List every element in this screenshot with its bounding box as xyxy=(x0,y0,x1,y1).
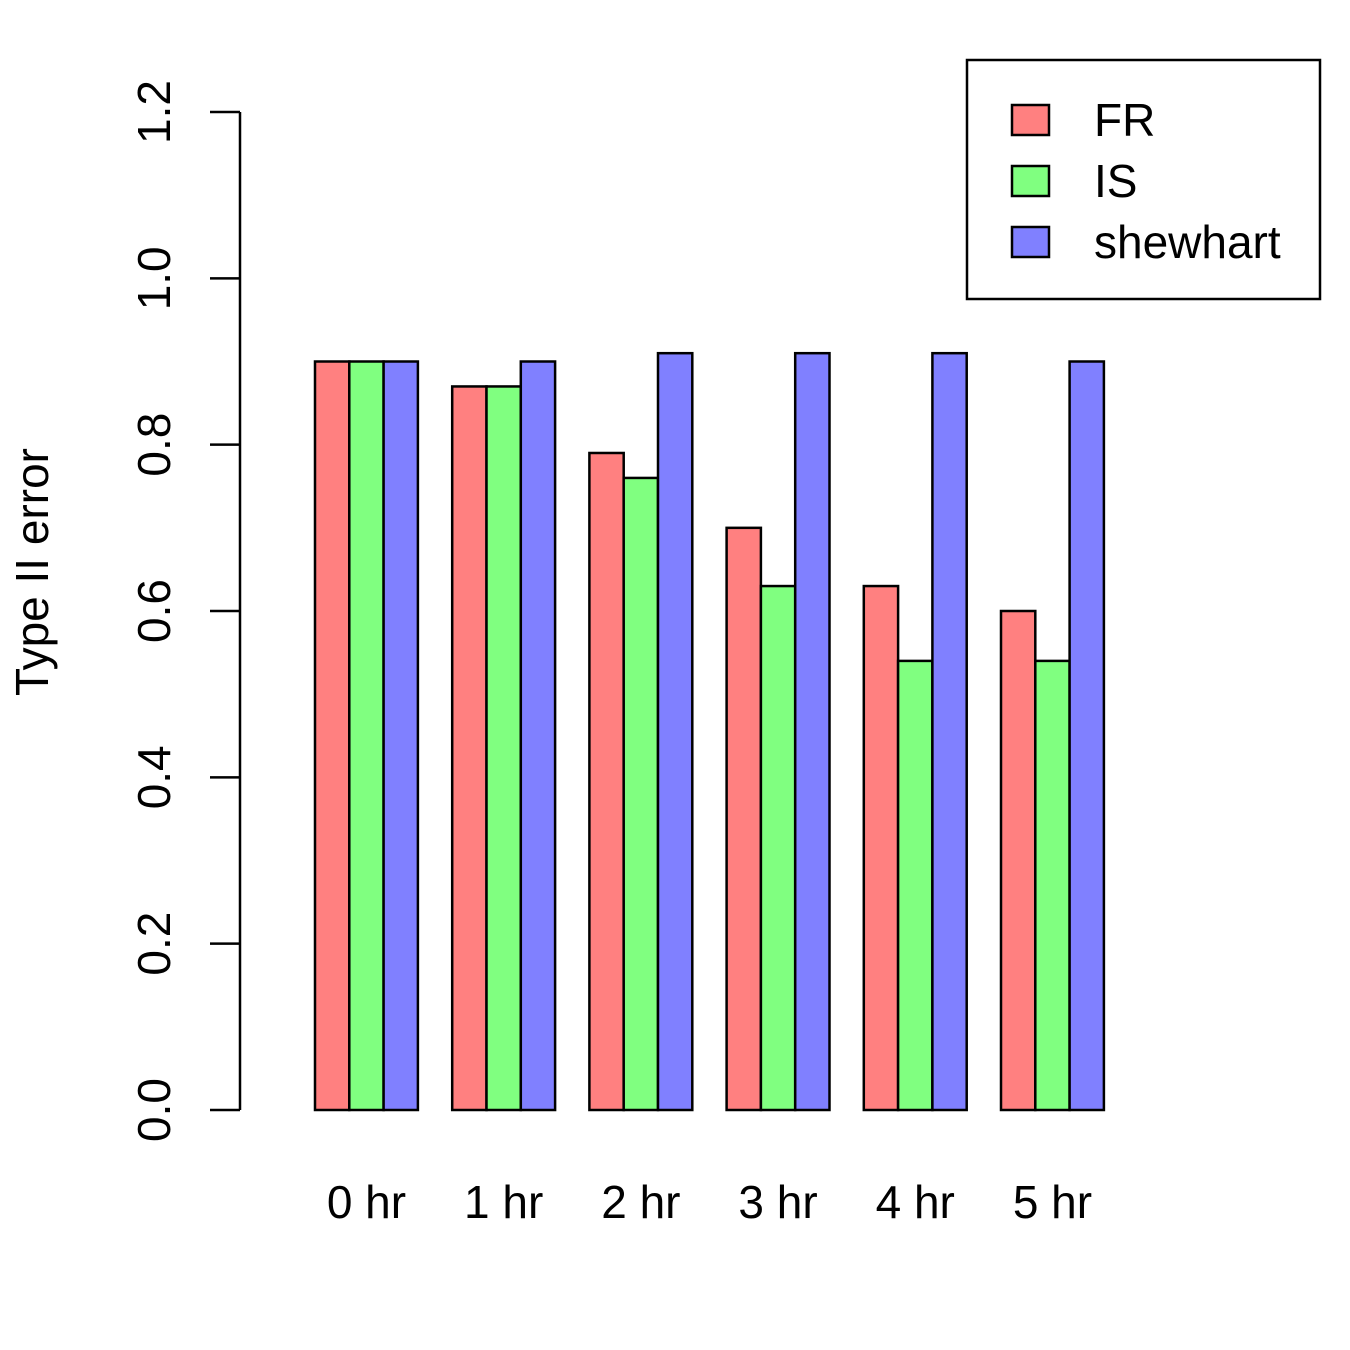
y-axis: 0.0 0.2 0.4 0.6 0.8 1.0 1.2 xyxy=(128,80,240,1142)
bar-IS-4hr xyxy=(898,661,932,1110)
bar-shewhart-1hr xyxy=(521,362,555,1111)
y-tick-label: 0.6 xyxy=(128,579,180,643)
bar-IS-5hr xyxy=(1035,661,1069,1110)
x-category-label: 1 hr xyxy=(464,1176,543,1228)
legend-label: IS xyxy=(1094,155,1137,207)
legend-swatch xyxy=(1012,105,1049,135)
y-tick-label: 0.8 xyxy=(128,413,180,477)
legend-swatch xyxy=(1012,227,1049,257)
bar-IS-1hr xyxy=(487,386,521,1110)
bar-shewhart-2hr xyxy=(658,353,692,1110)
bar-FR-2hr xyxy=(589,453,623,1110)
y-tick-label: 0.0 xyxy=(128,1078,180,1142)
legend: FR IS shewhart xyxy=(967,60,1320,299)
legend-label: FR xyxy=(1094,94,1155,146)
legend-label: shewhart xyxy=(1094,216,1281,268)
bars xyxy=(315,353,1104,1110)
bar-shewhart-4hr xyxy=(932,353,966,1110)
y-tick-label: 1.2 xyxy=(128,80,180,144)
bar-shewhart-0hr xyxy=(384,362,418,1111)
x-category-label: 0 hr xyxy=(327,1176,406,1228)
x-category-label: 3 hr xyxy=(738,1176,817,1228)
y-tick-label: 1.0 xyxy=(128,246,180,310)
bar-IS-3hr xyxy=(761,586,795,1110)
bar-FR-0hr xyxy=(315,362,349,1111)
y-axis-label: Type II error xyxy=(6,448,58,696)
bar-FR-5hr xyxy=(1001,611,1035,1110)
bar-shewhart-3hr xyxy=(795,353,829,1110)
bar-FR-4hr xyxy=(864,586,898,1110)
bar-FR-1hr xyxy=(452,386,486,1110)
category-labels: 0 hr 1 hr 2 hr 3 hr 4 hr 5 hr xyxy=(327,1176,1092,1228)
bar-IS-0hr xyxy=(349,362,383,1111)
bar-IS-2hr xyxy=(624,478,658,1110)
y-tick-label: 0.2 xyxy=(128,912,180,976)
x-category-label: 4 hr xyxy=(876,1176,955,1228)
y-tick-label: 0.4 xyxy=(128,745,180,809)
bar-shewhart-5hr xyxy=(1070,362,1104,1111)
x-category-label: 2 hr xyxy=(601,1176,680,1228)
legend-swatch xyxy=(1012,166,1049,196)
bar-FR-3hr xyxy=(727,528,761,1110)
x-category-label: 5 hr xyxy=(1013,1176,1092,1228)
